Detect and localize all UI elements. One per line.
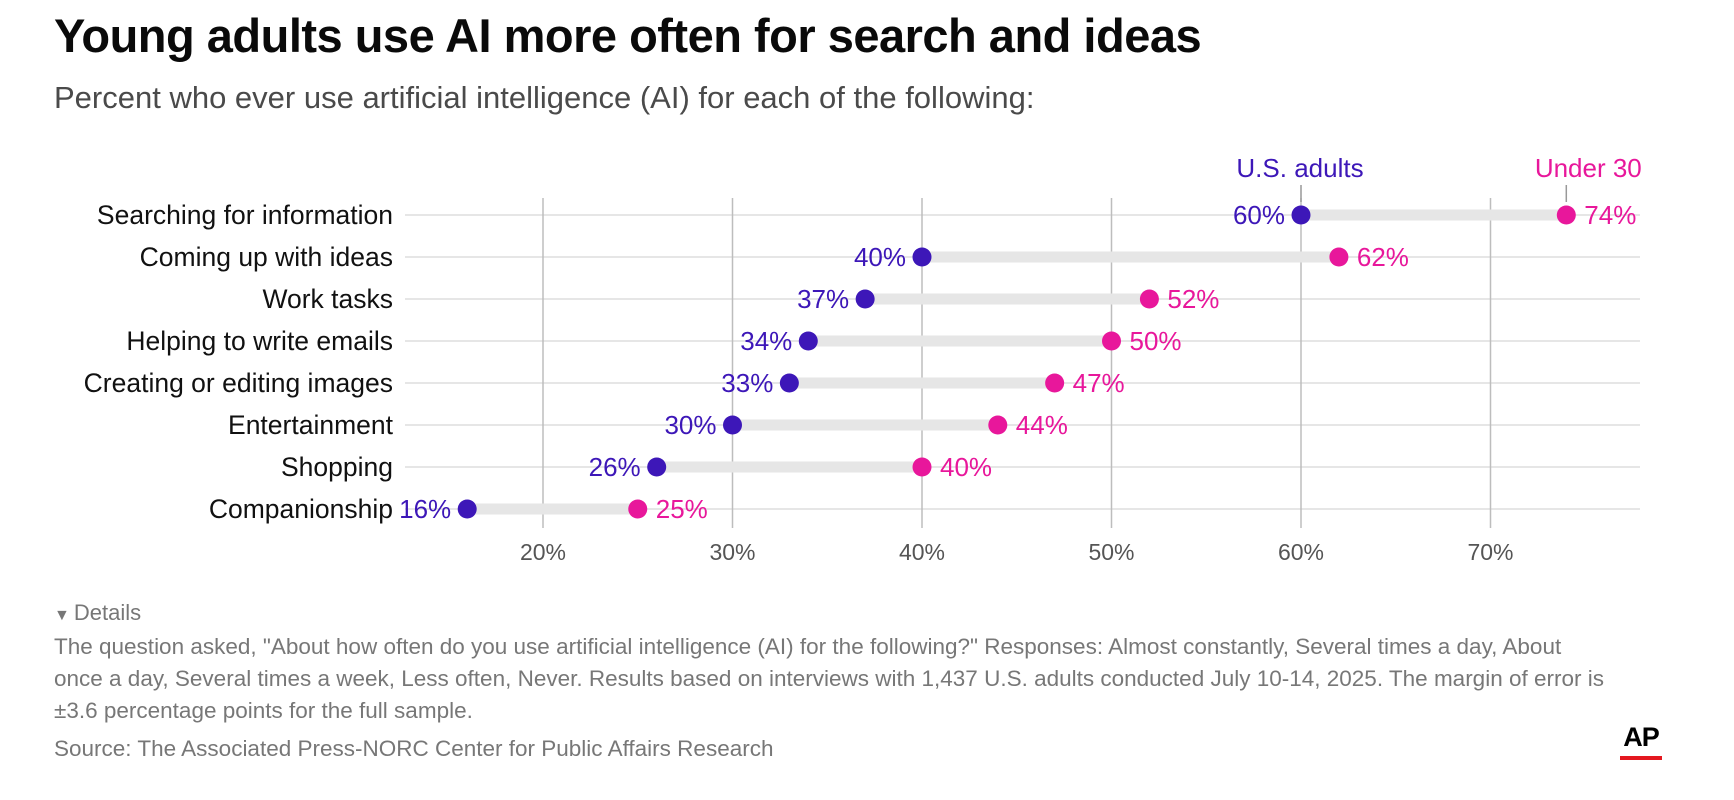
x-tick-label: 60% xyxy=(1278,539,1324,565)
details-toggle[interactable]: ▼ Details xyxy=(54,600,141,626)
category-label: Shopping xyxy=(281,452,393,482)
us-adults-dot xyxy=(779,373,799,393)
x-tick-label: 70% xyxy=(1467,539,1513,565)
us-adults-value-label: 34% xyxy=(740,326,792,356)
us-adults-value-label: 26% xyxy=(589,452,641,482)
under-30-value-label: 52% xyxy=(1167,284,1219,314)
details-note: The question asked, "About how often do … xyxy=(54,634,1604,723)
category-label: Helping to write emails xyxy=(126,326,393,356)
us-adults-value-label: 33% xyxy=(721,368,773,398)
category-label: Work tasks xyxy=(262,284,393,314)
ap-logo-text: AP xyxy=(1623,722,1660,752)
us-adults-series-label: U.S. adults xyxy=(1236,153,1363,183)
category-label: Creating or editing images xyxy=(84,368,393,398)
under-30-dot xyxy=(1139,289,1159,309)
x-tick-label: 40% xyxy=(899,539,945,565)
under-30-value-label: 74% xyxy=(1584,200,1636,230)
under-30-dot xyxy=(628,499,648,519)
us-adults-dot xyxy=(912,247,932,267)
under-30-dot xyxy=(1556,205,1576,225)
us-adults-value-label: 40% xyxy=(854,242,906,272)
us-adults-dot xyxy=(798,331,818,351)
source-line: Source: The Associated Press-NORC Center… xyxy=(54,736,774,761)
us-adults-dot xyxy=(723,415,742,435)
us-adults-value-label: 37% xyxy=(797,284,849,314)
x-tick-label: 20% xyxy=(520,539,566,565)
us-adults-dot xyxy=(1291,205,1311,225)
category-label: Searching for information xyxy=(97,200,393,230)
under-30-dot xyxy=(1045,373,1065,393)
under-30-dot xyxy=(1329,247,1349,267)
us-adults-value-label: 60% xyxy=(1233,200,1285,230)
category-label: Coming up with ideas xyxy=(140,242,393,272)
under-30-dot xyxy=(912,457,932,477)
us-adults-value-label: 16% xyxy=(399,494,451,524)
category-label: Companionship xyxy=(209,494,393,524)
details-label: Details xyxy=(73,600,142,625)
under-30-value-label: 40% xyxy=(940,452,992,482)
dot-range-chart: 20% 30% 40% 50% 60% 70% Searching for informat… xyxy=(84,153,1642,565)
chart-title: Young adults use AI more often for searc… xyxy=(54,9,1202,62)
ap-logo: AP xyxy=(1620,722,1662,760)
under-30-value-label: 44% xyxy=(1016,410,1068,440)
under-30-value-label: 25% xyxy=(656,494,708,524)
under-30-value-label: 62% xyxy=(1357,242,1409,272)
triangle-down-icon: ▼ xyxy=(54,607,70,624)
us-adults-value-label: 30% xyxy=(664,410,716,440)
under-30-series-label: Under 30 xyxy=(1535,153,1642,183)
category-label: Entertainment xyxy=(228,410,394,440)
under-30-dot xyxy=(1102,331,1121,351)
us-adults-dot xyxy=(457,499,477,519)
under-30-dot xyxy=(988,415,1008,435)
chart-subtitle: Percent who ever use artificial intellig… xyxy=(54,80,1035,115)
ap-logo-bar xyxy=(1620,756,1662,760)
under-30-value-label: 47% xyxy=(1073,368,1125,398)
x-tick-label: 30% xyxy=(709,539,755,565)
x-tick-label: 50% xyxy=(1088,539,1134,565)
us-adults-dot xyxy=(647,457,667,477)
under-30-value-label: 50% xyxy=(1130,326,1182,356)
us-adults-dot xyxy=(855,289,875,309)
